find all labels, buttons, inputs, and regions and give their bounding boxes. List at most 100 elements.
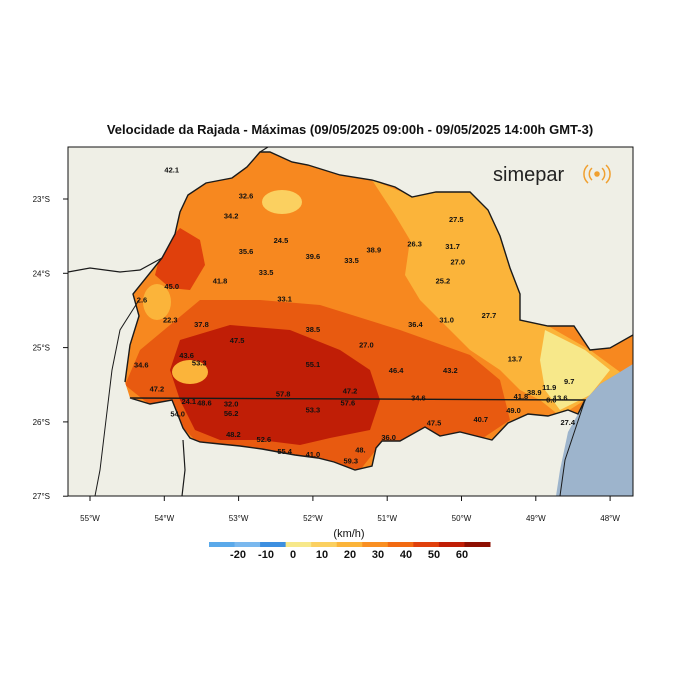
station-value: 22.3 [163, 315, 178, 324]
station-value: 54.0 [170, 410, 185, 419]
signal-waves-icon [583, 164, 611, 184]
station-value: 36.0 [381, 433, 396, 442]
station-value: 38.5 [306, 325, 321, 334]
lat-tick-label: 23°S [33, 195, 50, 204]
station-value: 24.1 [182, 397, 197, 406]
colorbar-label: 10 [316, 549, 328, 561]
colorbar-swatch [464, 542, 491, 547]
station-value: 43.2 [443, 366, 458, 375]
longitude-axis: 55°W 54°W 53°W 52°W 51°W 50°W 49°W 48°W [80, 496, 620, 523]
colorbar-unit: (km/h) [333, 528, 364, 540]
map-frame [67, 146, 634, 497]
lon-tick-label: 49°W [526, 514, 546, 523]
colorbar-swatch [260, 542, 287, 547]
station-value: 25.2 [436, 277, 451, 286]
station-value: 37.8 [194, 320, 209, 329]
colorbar-swatch [234, 542, 261, 547]
station-value: 27.4 [560, 418, 575, 427]
station-value: 34.6 [134, 361, 149, 370]
state-border-ms [68, 257, 163, 273]
station-value: 31.0 [439, 315, 454, 324]
station-value: 48.6 [197, 399, 212, 408]
lon-tick-label: 48°W [600, 514, 620, 523]
lon-tick-label: 54°W [154, 514, 174, 523]
lon-tick-label: 53°W [229, 514, 249, 523]
colorbar-swatch [387, 542, 414, 547]
lon-tick-label: 51°W [377, 514, 397, 523]
station-value: 41.8 [514, 392, 529, 401]
station-value: 40.7 [474, 415, 489, 424]
colorbar-label: 60 [456, 549, 468, 561]
lat-tick-label: 24°S [33, 269, 50, 278]
station-value: 32.0 [224, 399, 239, 408]
station-value: 53.3 [192, 358, 207, 367]
colorbar-label: -20 [230, 549, 246, 561]
colorbar-label: 40 [400, 549, 412, 561]
country-border-paraguay [94, 299, 140, 496]
station-value: 39.6 [306, 252, 321, 261]
station-value: 57.8 [276, 390, 291, 399]
station-value: 52.6 [257, 435, 272, 444]
station-value: 0.0 [546, 396, 556, 405]
colorbar-label: 30 [372, 549, 384, 561]
station-value: 24.5 [274, 236, 289, 245]
station-value: 45.0 [164, 282, 179, 291]
station-value: 13.7 [508, 355, 523, 364]
station-value: 34.2 [224, 211, 239, 220]
colorbar-label: 20 [344, 549, 356, 561]
station-value: 47.2 [343, 387, 358, 396]
colorbar-swatch [285, 542, 312, 547]
station-value: 27.0 [450, 257, 465, 266]
station-value: 48. [355, 445, 365, 454]
station-value: 55.1 [306, 360, 321, 369]
station-value: 26.3 [407, 240, 422, 249]
station-value: 35.6 [239, 247, 254, 256]
station-value: 9.7 [564, 377, 574, 386]
station-value: 47.5 [427, 419, 442, 428]
lon-tick-label: 52°W [303, 514, 323, 523]
station-value: 47.2 [150, 384, 165, 393]
station-value: 47.5 [230, 336, 245, 345]
lon-tick-label: 50°W [452, 514, 472, 523]
colorbar [209, 542, 491, 547]
colorbar-swatch [209, 542, 236, 547]
coastline [559, 399, 586, 496]
station-value: 56.2 [224, 409, 239, 418]
lat-tick-label: 26°S [33, 418, 50, 427]
station-value: 34.6 [411, 393, 426, 402]
station-value: 13.6 [553, 393, 568, 402]
station-value: 27.7 [482, 311, 497, 320]
station-value: 33.5 [259, 268, 274, 277]
station-value: 11.9 [542, 383, 556, 392]
latitude-axis: 23°S 24°S 25°S 26°S 27°S [33, 195, 68, 501]
station-value: 41.8 [213, 277, 228, 286]
station-value: 59.3 [343, 457, 358, 466]
station-value: 49.0 [506, 406, 521, 415]
simepar-logo: simepar [493, 164, 564, 186]
state-border-sp [259, 147, 269, 153]
lat-tick-label: 27°S [33, 492, 50, 501]
station-value: 36.4 [408, 320, 423, 329]
station-value: 48.2 [226, 430, 241, 439]
station-value: 42.1 [164, 165, 179, 174]
colorbar-labels: -20 -10 0 10 20 30 40 50 60 [230, 549, 468, 561]
parana-border [124, 151, 633, 471]
colorbar-label: 0 [290, 549, 296, 561]
lat-tick-label: 25°S [33, 344, 50, 353]
colorbar-swatch [362, 542, 389, 547]
colorbar-swatch [311, 542, 338, 547]
colorbar-swatch [336, 542, 363, 547]
station-value: 2.6 [137, 295, 147, 304]
station-value: 27.0 [359, 341, 374, 350]
station-value: 33.1 [277, 295, 292, 304]
station-value: 53.3 [306, 405, 321, 414]
station-value: 57.6 [341, 399, 356, 408]
station-value: 43.6 [179, 351, 194, 360]
colorbar-swatch [413, 542, 440, 547]
station-value: 27.5 [449, 215, 464, 224]
colorbar-swatch [438, 542, 465, 547]
map-title: Velocidade da Rajada - Máximas (09/05/20… [106, 122, 594, 137]
state-border-sc [181, 439, 186, 496]
station-value: 46.4 [389, 366, 404, 375]
